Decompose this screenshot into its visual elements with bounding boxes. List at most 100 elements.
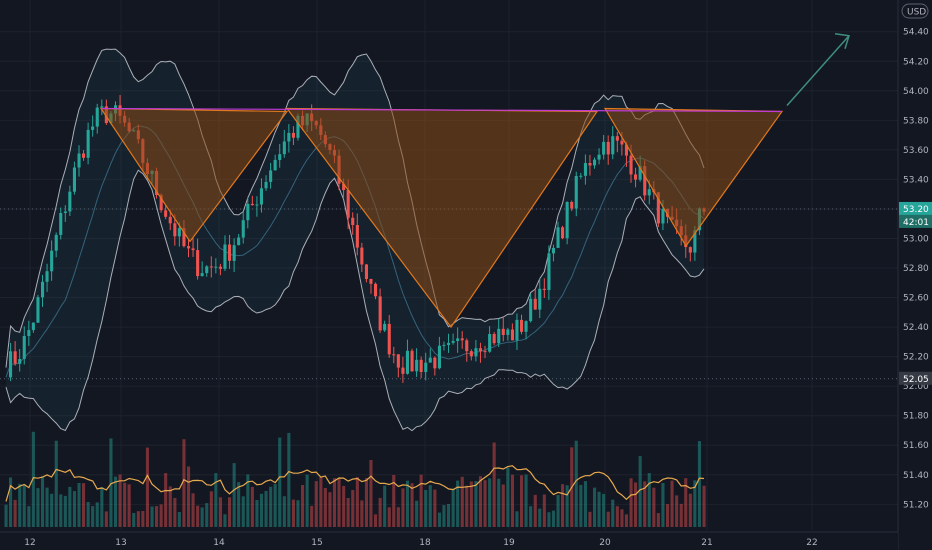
volume-bar <box>342 485 346 527</box>
candle-body <box>506 329 510 335</box>
volume-bar <box>4 504 8 527</box>
volume-bar <box>410 483 414 527</box>
candle-body <box>250 203 254 206</box>
volume-bar <box>95 502 99 527</box>
candle-body <box>218 266 222 269</box>
volume-bar <box>579 484 583 527</box>
candle-body <box>63 211 67 213</box>
candle-body <box>287 132 291 142</box>
candle-body <box>510 329 514 341</box>
volume-bar <box>328 492 332 527</box>
candle-body <box>483 351 487 353</box>
candle-body <box>100 106 104 108</box>
volume-bar <box>177 512 181 527</box>
candle-body <box>688 247 692 253</box>
volume-bar <box>264 490 268 527</box>
volume-bar <box>670 480 674 527</box>
volume-bar <box>374 514 378 527</box>
candle-body <box>296 115 300 138</box>
volume-bar <box>72 491 76 527</box>
x-tick-label: 12 <box>24 538 35 548</box>
currency-label: USD <box>907 8 926 18</box>
candle-body <box>570 202 574 209</box>
volume-bar <box>597 491 601 527</box>
volume-bar <box>296 500 300 527</box>
volume-bar <box>506 467 510 527</box>
candle-body <box>611 136 615 155</box>
countdown-label: 42:01 <box>903 218 929 228</box>
volume-bar <box>187 466 191 527</box>
volume-bar <box>483 480 487 527</box>
volume-bar <box>520 475 524 527</box>
volume-bar <box>405 480 409 527</box>
candle-body <box>410 350 414 372</box>
candle-body <box>342 183 346 191</box>
candle-body <box>661 208 665 224</box>
volume-bar <box>150 506 154 527</box>
volume-bar <box>27 506 31 527</box>
x-tick-label: 21 <box>701 538 712 548</box>
volume-bar <box>141 511 145 527</box>
volume-bar <box>529 506 533 527</box>
candle-body <box>355 225 359 248</box>
candle-body <box>451 341 455 343</box>
volume-bar <box>164 473 168 527</box>
volume-bar <box>515 511 519 527</box>
volume-bar <box>369 460 373 527</box>
candle-body <box>18 359 22 364</box>
volume-bar <box>36 488 40 527</box>
volume-bar <box>383 485 387 527</box>
candle-body <box>45 271 49 282</box>
volume-bar <box>501 484 505 527</box>
candle-body <box>241 220 245 238</box>
candle-body <box>620 140 624 145</box>
y-tick-label: 52.60 <box>903 294 929 304</box>
candle-body <box>59 213 63 235</box>
candle-body <box>561 227 565 239</box>
candle-body <box>447 342 451 345</box>
volume-bar <box>59 494 63 527</box>
candle-body <box>478 348 482 352</box>
candle-body <box>264 181 268 189</box>
volume-bar <box>282 496 286 527</box>
volume-bar <box>209 491 213 527</box>
volume-bar <box>54 440 58 527</box>
volume-bar <box>593 487 597 527</box>
x-tick-label: 18 <box>419 538 431 548</box>
candle-body <box>187 246 191 249</box>
volume-bar <box>643 481 647 527</box>
volume-bar <box>415 500 419 527</box>
candle-body <box>168 216 172 224</box>
volume-bar <box>68 486 72 527</box>
volume-bar <box>273 484 277 527</box>
y-tick-label: 52.20 <box>903 353 929 363</box>
candle-body <box>164 210 168 217</box>
volume-bar <box>355 477 359 527</box>
volume-bar <box>460 476 464 527</box>
volume-bar <box>269 486 273 527</box>
candle-body <box>428 357 432 363</box>
volume-bar <box>574 440 578 527</box>
candle-body <box>237 237 241 246</box>
y-tick-label: 54.00 <box>903 87 929 97</box>
candle-body <box>346 190 350 218</box>
candle-body <box>291 132 295 138</box>
volume-bar <box>542 494 546 527</box>
x-tick-label: 20 <box>599 538 611 548</box>
candle-body <box>259 188 263 205</box>
volume-bar <box>168 486 172 527</box>
candle-body <box>433 357 437 369</box>
y-tick-label: 53.80 <box>903 116 929 126</box>
volume-bar <box>624 514 628 527</box>
triangle <box>99 107 289 243</box>
volume-bar <box>615 506 619 527</box>
volume-bar <box>433 489 437 527</box>
volume-bar <box>478 476 482 527</box>
axis-background <box>898 0 932 550</box>
volume-bar <box>278 437 282 527</box>
volume-bar <box>538 508 542 527</box>
volume-bar <box>638 456 642 527</box>
volume-bar <box>159 504 163 527</box>
